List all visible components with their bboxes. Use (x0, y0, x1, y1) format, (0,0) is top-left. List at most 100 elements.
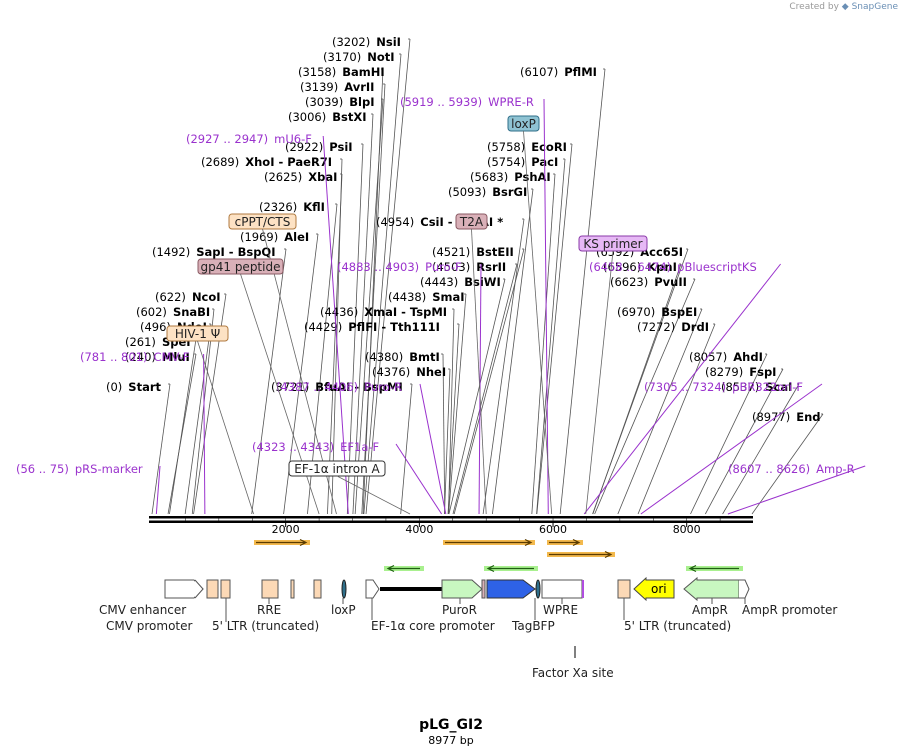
feature-box-leader (471, 228, 487, 515)
small-feature (290, 579, 295, 599)
site-position: (261) (125, 335, 156, 349)
ori-feature (633, 576, 675, 602)
site-position: (602) (136, 305, 167, 319)
site-name: SnaBI (173, 305, 210, 319)
site-label: (1969) AleI (240, 230, 309, 244)
feature-label: WPRE (543, 603, 578, 617)
site-name: BsrGI (492, 185, 527, 199)
site-label: (3202) NsiI (332, 35, 401, 49)
rev-arrow (384, 564, 424, 573)
site-label: (0) Start (106, 380, 162, 394)
feature-box-leader (197, 340, 254, 515)
site-name: PflMI (564, 65, 597, 79)
site-name: DrdI (681, 320, 709, 334)
primer-leader (727, 465, 866, 515)
site-label: (6970) BspEI (617, 305, 697, 319)
feature-box-label: T2A (459, 215, 484, 229)
site-position: (4954) (376, 215, 414, 229)
primer-leader (640, 383, 823, 515)
site-leader (365, 38, 411, 515)
feature-label: CMV enhancer (99, 603, 186, 617)
site-leader (536, 143, 573, 515)
site-label: (3158) BamHI (298, 65, 385, 79)
site-label: (4376) NheI (372, 365, 446, 379)
feature-label: Factor Xa site (532, 666, 614, 680)
primer-label: (56 .. 75) pRS-marker (16, 462, 143, 476)
site-name: KflI (303, 200, 325, 214)
site-leader (453, 248, 525, 515)
primer-range: (781 .. 801) (80, 350, 148, 364)
site-name: BfuAI - BspMI (315, 380, 402, 394)
site-leader (447, 323, 460, 515)
site-name: XhoI - PaeR7I (245, 155, 332, 169)
feature-box-label: gp41 peptide (201, 260, 281, 274)
primer-name: Puro-R (364, 380, 402, 394)
site-position: (3170) (323, 50, 361, 64)
primer-label: (4883 .. 4903) Puro-F (337, 260, 462, 274)
site-position: (4380) (365, 350, 403, 364)
site-leader (722, 383, 800, 515)
site-label: (3139) AvrII (300, 80, 374, 94)
wpre-feature (541, 579, 583, 599)
site-position: (496) (140, 320, 171, 334)
site-leader (594, 278, 696, 515)
site-position: (2625) (264, 170, 302, 184)
rev-arrow (484, 564, 538, 573)
feature-label: 5' LTR (truncated) (212, 619, 319, 633)
site-label: (5093) BsrGI (448, 185, 527, 199)
site-name: RsrII (476, 260, 506, 274)
primer-label: (4387 .. 4406) Puro-R (276, 380, 402, 394)
site-name: End (796, 410, 820, 424)
site-label: (2625) XbaI (264, 170, 337, 184)
site-name: SmaI (432, 290, 464, 304)
site-position: (8977) (752, 410, 790, 424)
site-label: (8279) FspI (705, 365, 776, 379)
ks-primer-feature (582, 580, 584, 598)
site-leader (751, 413, 824, 515)
plasmid-name: pLG_GI2 (419, 717, 483, 733)
primer-leader (203, 353, 206, 515)
feature-label: TagBFP (511, 619, 555, 633)
site-position: (3721) (271, 380, 309, 394)
primer-leader (583, 263, 781, 515)
feature-label: 5' LTR (truncated) (624, 619, 731, 633)
primer-name: mU6-F (274, 132, 312, 146)
ef1a-core-promoter-feature (365, 579, 380, 599)
small-feature (313, 579, 322, 599)
site-label: (5683) PshAI (470, 170, 551, 184)
site-label: (2326) KflI (259, 200, 325, 214)
site-leader (346, 143, 364, 515)
site-leader (448, 308, 455, 515)
site-position: (6623) (610, 275, 648, 289)
site-name: SapI - BspQI (196, 245, 275, 259)
site-leader (482, 218, 525, 515)
snapgene-logo-icon: ◆ (841, 2, 849, 12)
primer-range: (8607 .. 8626) (728, 462, 810, 476)
site-position: (6970) (617, 305, 655, 319)
primer-range: (7305 .. 7324) (644, 380, 726, 394)
site-position: (6107) (520, 65, 558, 79)
loxp-feature (341, 579, 347, 599)
site-position: (5754) (487, 155, 525, 169)
site-position: (5758) (487, 140, 525, 154)
site-label: (622) NcoI (155, 290, 221, 304)
site-position: (2326) (259, 200, 297, 214)
site-name: KpnI (647, 260, 677, 274)
site-name: MluI (162, 350, 190, 364)
feature-label: loxP (331, 603, 356, 617)
site-label: (2689) XhoI - PaeR7I (201, 155, 332, 169)
site-label: (3006) BstXI (288, 110, 367, 124)
feature-box-leader (523, 130, 553, 515)
site-position: (1969) (240, 230, 278, 244)
site-name: AvrII (344, 80, 374, 94)
primer-name: pRS-marker (75, 462, 143, 476)
site-position: (2922) (285, 140, 323, 154)
site-name: BsiWI (464, 275, 501, 289)
site-label: (4443) BsiWI (420, 275, 501, 289)
credit: Created by ◆ SnapGene (789, 2, 898, 12)
site-leader (352, 113, 374, 515)
site-leader (442, 353, 446, 515)
site-position: (3039) (305, 95, 343, 109)
site-name: PvuII (654, 275, 687, 289)
primer-label: (2927 .. 2947) mU6-F (186, 132, 312, 146)
